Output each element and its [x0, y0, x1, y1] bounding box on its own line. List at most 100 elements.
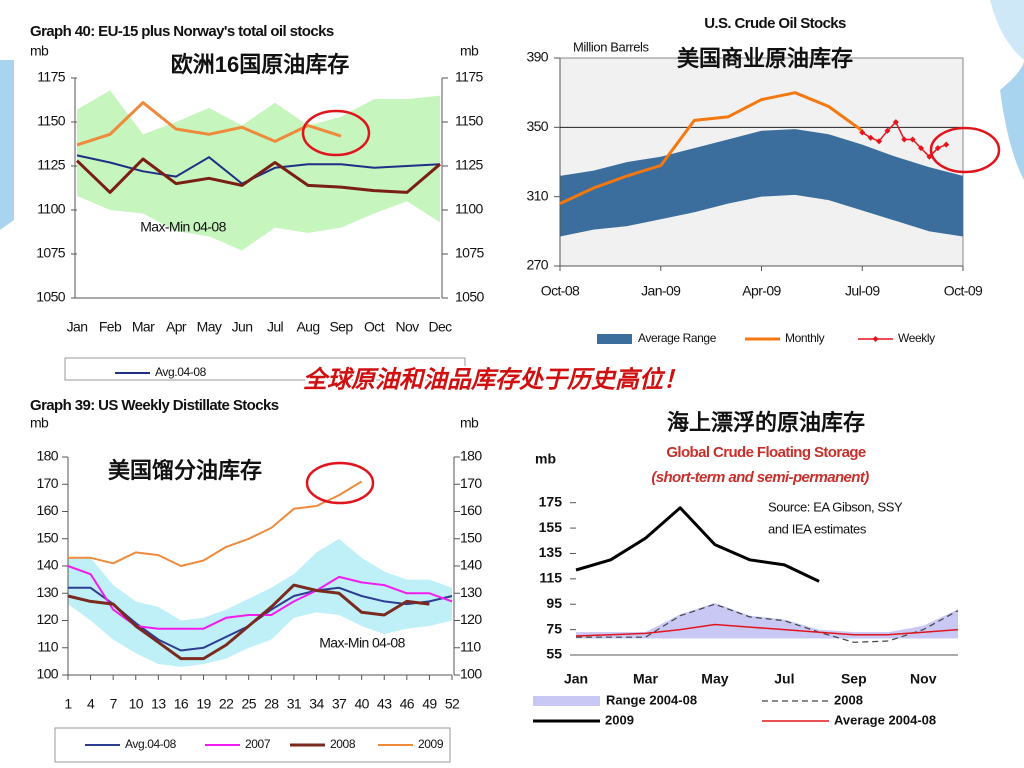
legend-label: Average 2004-08: [834, 712, 936, 727]
y-tick-label: 1075: [36, 245, 66, 261]
x-tick-label: Oct: [364, 319, 385, 335]
x-tick-label: Oct-08: [541, 283, 580, 299]
y-tick-label: 55: [546, 646, 562, 662]
y2-tick-label: 120: [460, 611, 482, 627]
x-tick-label: 37: [332, 696, 347, 712]
range-band: [77, 90, 440, 251]
x-tick-label: Aug: [296, 319, 319, 335]
y2-tick-label: 1125: [455, 157, 484, 173]
legend-label: Avg.04-08: [155, 365, 207, 379]
x-tick-label: Dec: [428, 319, 452, 335]
legend-label: Range 2004-08: [606, 692, 697, 707]
y-tick-label: 140: [36, 557, 58, 573]
y2-tick-label: 1075: [455, 245, 485, 261]
x-tick-label: 19: [196, 696, 211, 712]
x-tick-label: Sep: [329, 319, 353, 335]
y-tick-label: 1150: [37, 113, 66, 129]
y-tick-label: 350: [526, 118, 548, 134]
series-line: [576, 603, 959, 643]
x-tick-label: Jan: [564, 671, 588, 687]
legend-label: 2007: [245, 737, 271, 751]
y2-tick-label: 150: [460, 529, 482, 545]
y-tick-label: 130: [36, 584, 58, 600]
y2-tick-label: 100: [460, 666, 482, 682]
x-tick-label: 13: [151, 696, 166, 712]
legend-label: 2009: [418, 737, 444, 751]
x-tick-label: Jan: [67, 319, 88, 335]
y2-tick-label: 1100: [455, 201, 484, 217]
x-tick-label: May: [701, 671, 728, 687]
highlight-ellipse: [305, 461, 375, 505]
x-tick-label: Apr-09: [742, 283, 781, 299]
chart-annotation: 美国馏分油库存: [108, 458, 262, 483]
chart-y2-label: mb: [460, 43, 479, 59]
y-tick-label: 270: [526, 257, 548, 273]
y-tick-label: 390: [526, 49, 548, 65]
series-line: [575, 623, 959, 637]
chart-title: Graph 39: US Weekly Distillate Stocks: [30, 397, 279, 414]
x-tick-label: Oct-09: [944, 283, 983, 299]
charts: Graph 40: EU-15 plus Norway's total oil …: [30, 15, 984, 751]
x-tick-label: Mar: [633, 671, 658, 687]
chart-title: Global Crude Floating Storage: [666, 444, 866, 461]
x-tick-label: 49: [422, 696, 437, 712]
series-line: [75, 157, 441, 194]
legend-swatch: [597, 334, 632, 344]
series-marker: [943, 141, 950, 148]
decor-top-right: [990, 0, 1024, 60]
y-tick-label: 95: [546, 595, 562, 611]
chart-title: U.S. Crude Oil Stocks: [704, 15, 846, 32]
y-tick-label: 1100: [37, 201, 66, 217]
series-marker: [901, 136, 908, 143]
x-tick-label: 40: [354, 696, 369, 712]
y-tick-label: 100: [36, 666, 58, 682]
source-note: and IEA estimates: [768, 521, 867, 536]
chart-y2-label: mb: [460, 415, 479, 431]
chart-y-label: Million Barrels: [573, 39, 650, 54]
series-marker: [909, 136, 916, 143]
series-line: [67, 583, 430, 661]
chart-annotation: 美国商业原油库存: [677, 46, 853, 71]
chart-y-label: mb: [535, 451, 556, 467]
y2-tick-label: 160: [460, 502, 482, 518]
series-marker: [859, 129, 866, 136]
y-tick-label: 170: [36, 475, 58, 491]
y-tick-label: 175: [539, 493, 563, 509]
y-tick-label: 1125: [37, 157, 66, 173]
y-tick-label: 310: [526, 187, 548, 203]
series-line: [68, 480, 363, 567]
y2-tick-label: 1050: [455, 289, 485, 305]
x-tick-label: 46: [400, 696, 415, 712]
range-band: [560, 129, 963, 237]
x-tick-label: Jan-09: [641, 283, 681, 299]
x-tick-label: 16: [174, 696, 189, 712]
x-tick-label: Apr: [166, 319, 187, 335]
x-tick-label: 4: [87, 696, 95, 712]
x-tick-label: 7: [110, 696, 118, 712]
legend-marker: [872, 336, 879, 342]
banner: 全球原油和油品库存处于历史高位！: [303, 366, 687, 393]
chart-y-label: mb: [30, 415, 49, 431]
series-marker: [884, 127, 891, 134]
x-tick-label: 34: [309, 696, 324, 712]
y-tick-label: 120: [36, 611, 58, 627]
x-tick-label: Mar: [132, 319, 155, 335]
decor-left: [0, 60, 14, 230]
x-tick-label: Jun: [232, 319, 253, 335]
band-label: Max-Min 04-08: [319, 635, 405, 651]
legend-label: Monthly: [785, 331, 825, 345]
series-marker: [934, 145, 941, 152]
chart-annotation: 海上漂浮的原油库存: [667, 410, 865, 435]
series-marker: [867, 134, 874, 141]
y-tick-label: 150: [36, 529, 58, 545]
x-tick-label: 1: [64, 696, 72, 712]
y-tick-label: 160: [36, 502, 58, 518]
y2-tick-label: 180: [460, 448, 482, 464]
series-marker: [918, 145, 925, 152]
y2-tick-label: 1175: [455, 69, 484, 85]
x-tick-label: 10: [129, 696, 144, 712]
legend-label: 2008: [834, 692, 863, 707]
x-tick-label: 22: [219, 696, 234, 712]
x-tick-label: Nov: [910, 671, 937, 687]
